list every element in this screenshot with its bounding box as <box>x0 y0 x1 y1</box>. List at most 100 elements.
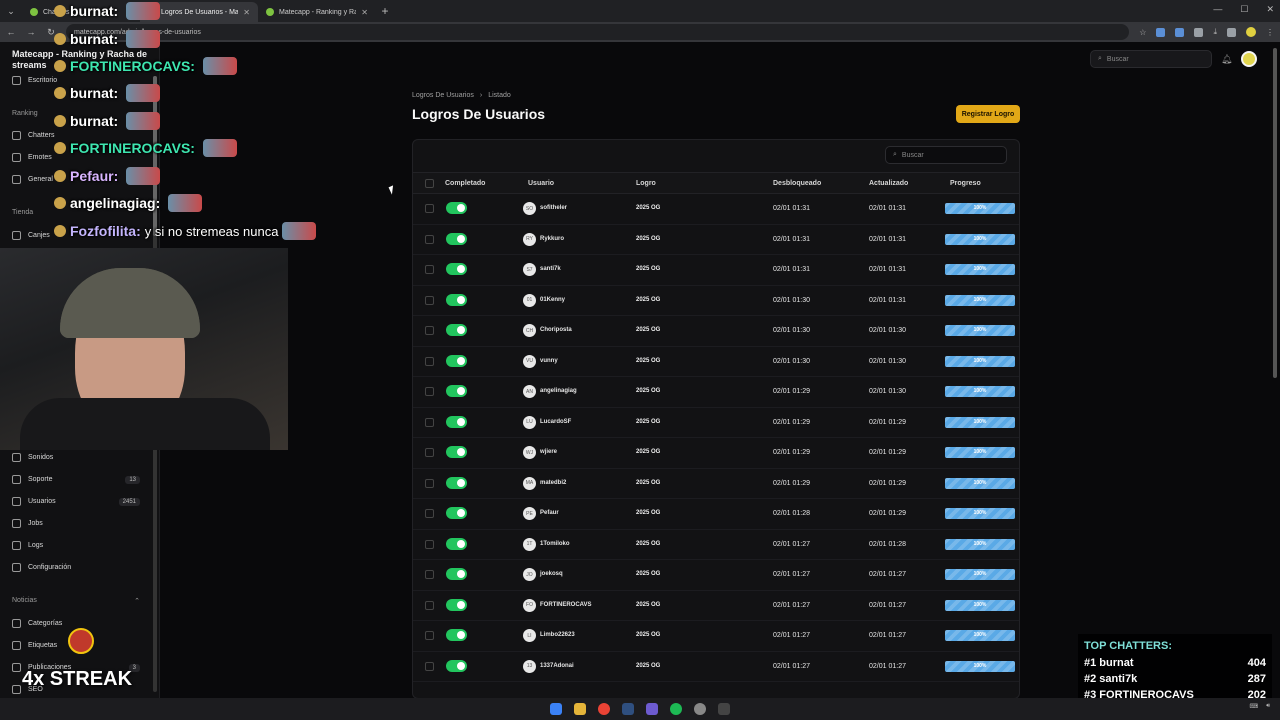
reload-icon[interactable]: ↻ <box>47 26 55 37</box>
select-all-checkbox[interactable] <box>425 179 434 188</box>
profile-icon[interactable] <box>1246 27 1256 37</box>
completed-toggle[interactable] <box>446 415 467 428</box>
user-name[interactable]: vunny <box>540 357 558 364</box>
user-name[interactable]: wjiere <box>540 449 558 455</box>
user-name[interactable]: 1337Adonai <box>540 662 574 669</box>
avatar[interactable] <box>1241 51 1257 67</box>
sidebar-item-general[interactable]: General <box>12 175 140 184</box>
user-name[interactable]: santi7k <box>540 266 561 272</box>
close-tab-icon[interactable]: ✕ <box>361 7 368 17</box>
file-explorer-icon[interactable] <box>574 703 586 715</box>
sidebar-item-etiquetas[interactable]: Etiquetas <box>12 641 140 650</box>
completed-toggle[interactable] <box>446 202 467 214</box>
completed-toggle[interactable] <box>446 293 467 306</box>
sidebar-item-publicaciones[interactable]: Publicaciones 3 <box>12 663 140 672</box>
row-checkbox[interactable] <box>425 478 434 488</box>
user-name[interactable]: LucardoSF <box>540 418 572 425</box>
kebab-menu-icon[interactable]: ⋮ <box>1266 27 1274 37</box>
table-row[interactable]: AN angelinagiag 2025 OG 02/01 01:29 02/01 01… <box>413 377 1019 408</box>
user-name[interactable]: 01Kenny <box>540 296 566 303</box>
global-search-input[interactable]: ⌕ Buscar <box>1090 50 1212 68</box>
sidebar-item-seo[interactable]: SEO <box>12 685 140 694</box>
completed-toggle[interactable] <box>446 446 467 458</box>
user-name[interactable]: joekosq <box>540 571 563 577</box>
completed-toggle[interactable] <box>446 324 467 336</box>
user-name[interactable]: sofitheler <box>540 205 568 211</box>
table-search-input[interactable]: ⌕ Buscar <box>885 146 1007 164</box>
bookmark-icon[interactable]: ☆ <box>1139 27 1147 37</box>
table-row[interactable]: LU LucardoSF 2025 OG 02/01 01:29 02/01 01:29… <box>413 408 1019 438</box>
row-checkbox[interactable] <box>425 570 434 579</box>
sidebar-item-usuarios[interactable]: Usuarios 2451 <box>12 497 140 506</box>
sidebar-item-sonidos[interactable]: Sonidos <box>12 453 140 462</box>
user-name[interactable]: Pefaur <box>540 510 559 516</box>
brand-title[interactable]: Matecapp - Ranking y Racha de streams <box>12 49 148 70</box>
table-row[interactable]: FO FORTINEROCAVS 2025 OG 02/01 01:27 02/01 0… <box>413 591 1019 621</box>
app-icon[interactable] <box>694 703 706 715</box>
row-checkbox[interactable] <box>425 326 434 335</box>
completed-toggle[interactable] <box>446 598 467 611</box>
completed-toggle[interactable] <box>446 629 467 641</box>
column-header[interactable]: Logro <box>636 180 656 187</box>
table-row[interactable]: CH Choriposta 2025 OG 02/01 01:30 02/01 01:3… <box>413 316 1019 347</box>
table-row[interactable]: WJ wjiere 2025 OG 02/01 01:29 02/01 01:29 100… <box>413 438 1019 469</box>
user-name[interactable]: angelinagiag <box>540 388 577 394</box>
tab-search-icon[interactable]: ⌄ <box>7 5 15 16</box>
table-row[interactable]: MA matedbi2 2025 OG 02/01 01:29 02/01 01:29 1… <box>413 469 1019 499</box>
table-row[interactable]: RY Rykkuro 2025 OG 02/01 01:31 02/01 01:31 10… <box>413 225 1019 255</box>
row-checkbox[interactable] <box>425 509 434 518</box>
breadcrumb-link[interactable]: Logros De Usuarios <box>412 92 474 99</box>
sidebar-item-jobs[interactable]: Jobs <box>12 519 140 528</box>
table-row[interactable]: LI Limbo22623 2025 OG 02/01 01:27 02/01 01:2… <box>413 621 1019 652</box>
sidebar-item-emotes[interactable]: Emotes <box>12 153 140 162</box>
download-icon[interactable]: ⤓ <box>1213 27 1217 36</box>
table-row[interactable]: 1T 1Tomiloko 2025 OG 02/01 01:27 02/01 01:28… <box>413 530 1019 560</box>
sidepanel-icon[interactable] <box>1227 27 1236 37</box>
spotify-icon[interactable] <box>670 703 682 715</box>
app-icon[interactable] <box>718 703 730 715</box>
table-row[interactable]: S7 santi7k 2025 OG 02/01 01:31 02/01 01:31 10… <box>413 255 1019 286</box>
completed-toggle[interactable] <box>446 476 467 489</box>
table-row[interactable]: PE Pefaur 2025 OG 02/01 01:28 02/01 01:29 100… <box>413 499 1019 530</box>
table-row[interactable]: 13 1337Adonai 2025 OG 02/01 01:27 02/01 01:2… <box>413 652 1019 682</box>
completed-toggle[interactable] <box>446 659 467 672</box>
chrome-icon[interactable] <box>598 703 610 715</box>
sidebar-group-noticias[interactable]: Noticias ⌃ <box>12 597 140 605</box>
steam-icon[interactable] <box>622 703 634 715</box>
row-checkbox[interactable] <box>425 295 434 305</box>
row-checkbox[interactable] <box>425 631 434 640</box>
completed-toggle[interactable] <box>446 568 467 580</box>
table-row[interactable]: 01 01Kenny 2025 OG 02/01 01:30 02/01 01:31 10… <box>413 286 1019 316</box>
user-name[interactable]: Limbo22623 <box>540 632 575 638</box>
column-header[interactable]: Progreso <box>950 180 981 187</box>
row-checkbox[interactable] <box>425 265 434 274</box>
user-name[interactable]: FORTINEROCAVS <box>540 601 592 608</box>
registrar-logro-button[interactable]: Registrar Logro <box>956 105 1020 123</box>
sidebar-item-canjes[interactable]: Canjes <box>12 231 140 240</box>
table-row[interactable]: SO sofitheler 2025 OG 02/01 01:31 02/01 01:3… <box>413 194 1019 225</box>
forward-icon[interactable]: → <box>26 27 36 37</box>
close-tab-icon[interactable]: ✕ <box>243 7 250 17</box>
row-checkbox[interactable] <box>425 661 434 671</box>
user-name[interactable]: Rykkuro <box>540 235 565 242</box>
user-name[interactable]: matedbi2 <box>540 479 567 486</box>
completed-toggle[interactable] <box>446 354 467 367</box>
sidebar-item-configuracion[interactable]: Configuración <box>12 563 140 572</box>
discord-icon[interactable] <box>646 703 658 715</box>
extensions-puzzle-icon[interactable] <box>1194 27 1204 37</box>
new-tab-button[interactable]: + <box>381 4 389 18</box>
extension-icon[interactable] <box>1175 27 1185 37</box>
column-header[interactable]: Completado <box>445 180 486 187</box>
sidebar-item-categorias[interactable]: Categorías <box>12 619 140 628</box>
maximize-icon[interactable]: ☐ <box>1240 4 1249 14</box>
row-checkbox[interactable] <box>425 417 434 427</box>
windows-start-icon[interactable] <box>550 703 562 715</box>
completed-toggle[interactable] <box>446 263 467 275</box>
sidebar-item-escritorio[interactable]: Escritorio <box>12 76 140 85</box>
table-row[interactable]: VU vunny 2025 OG 02/01 01:30 02/01 01:30 100% <box>413 347 1019 377</box>
completed-toggle[interactable] <box>446 537 467 550</box>
sidebar-group-ranking[interactable]: Ranking <box>12 110 140 117</box>
row-checkbox[interactable] <box>425 204 434 213</box>
user-name[interactable]: Choriposta <box>540 327 572 333</box>
row-checkbox[interactable] <box>425 448 434 457</box>
